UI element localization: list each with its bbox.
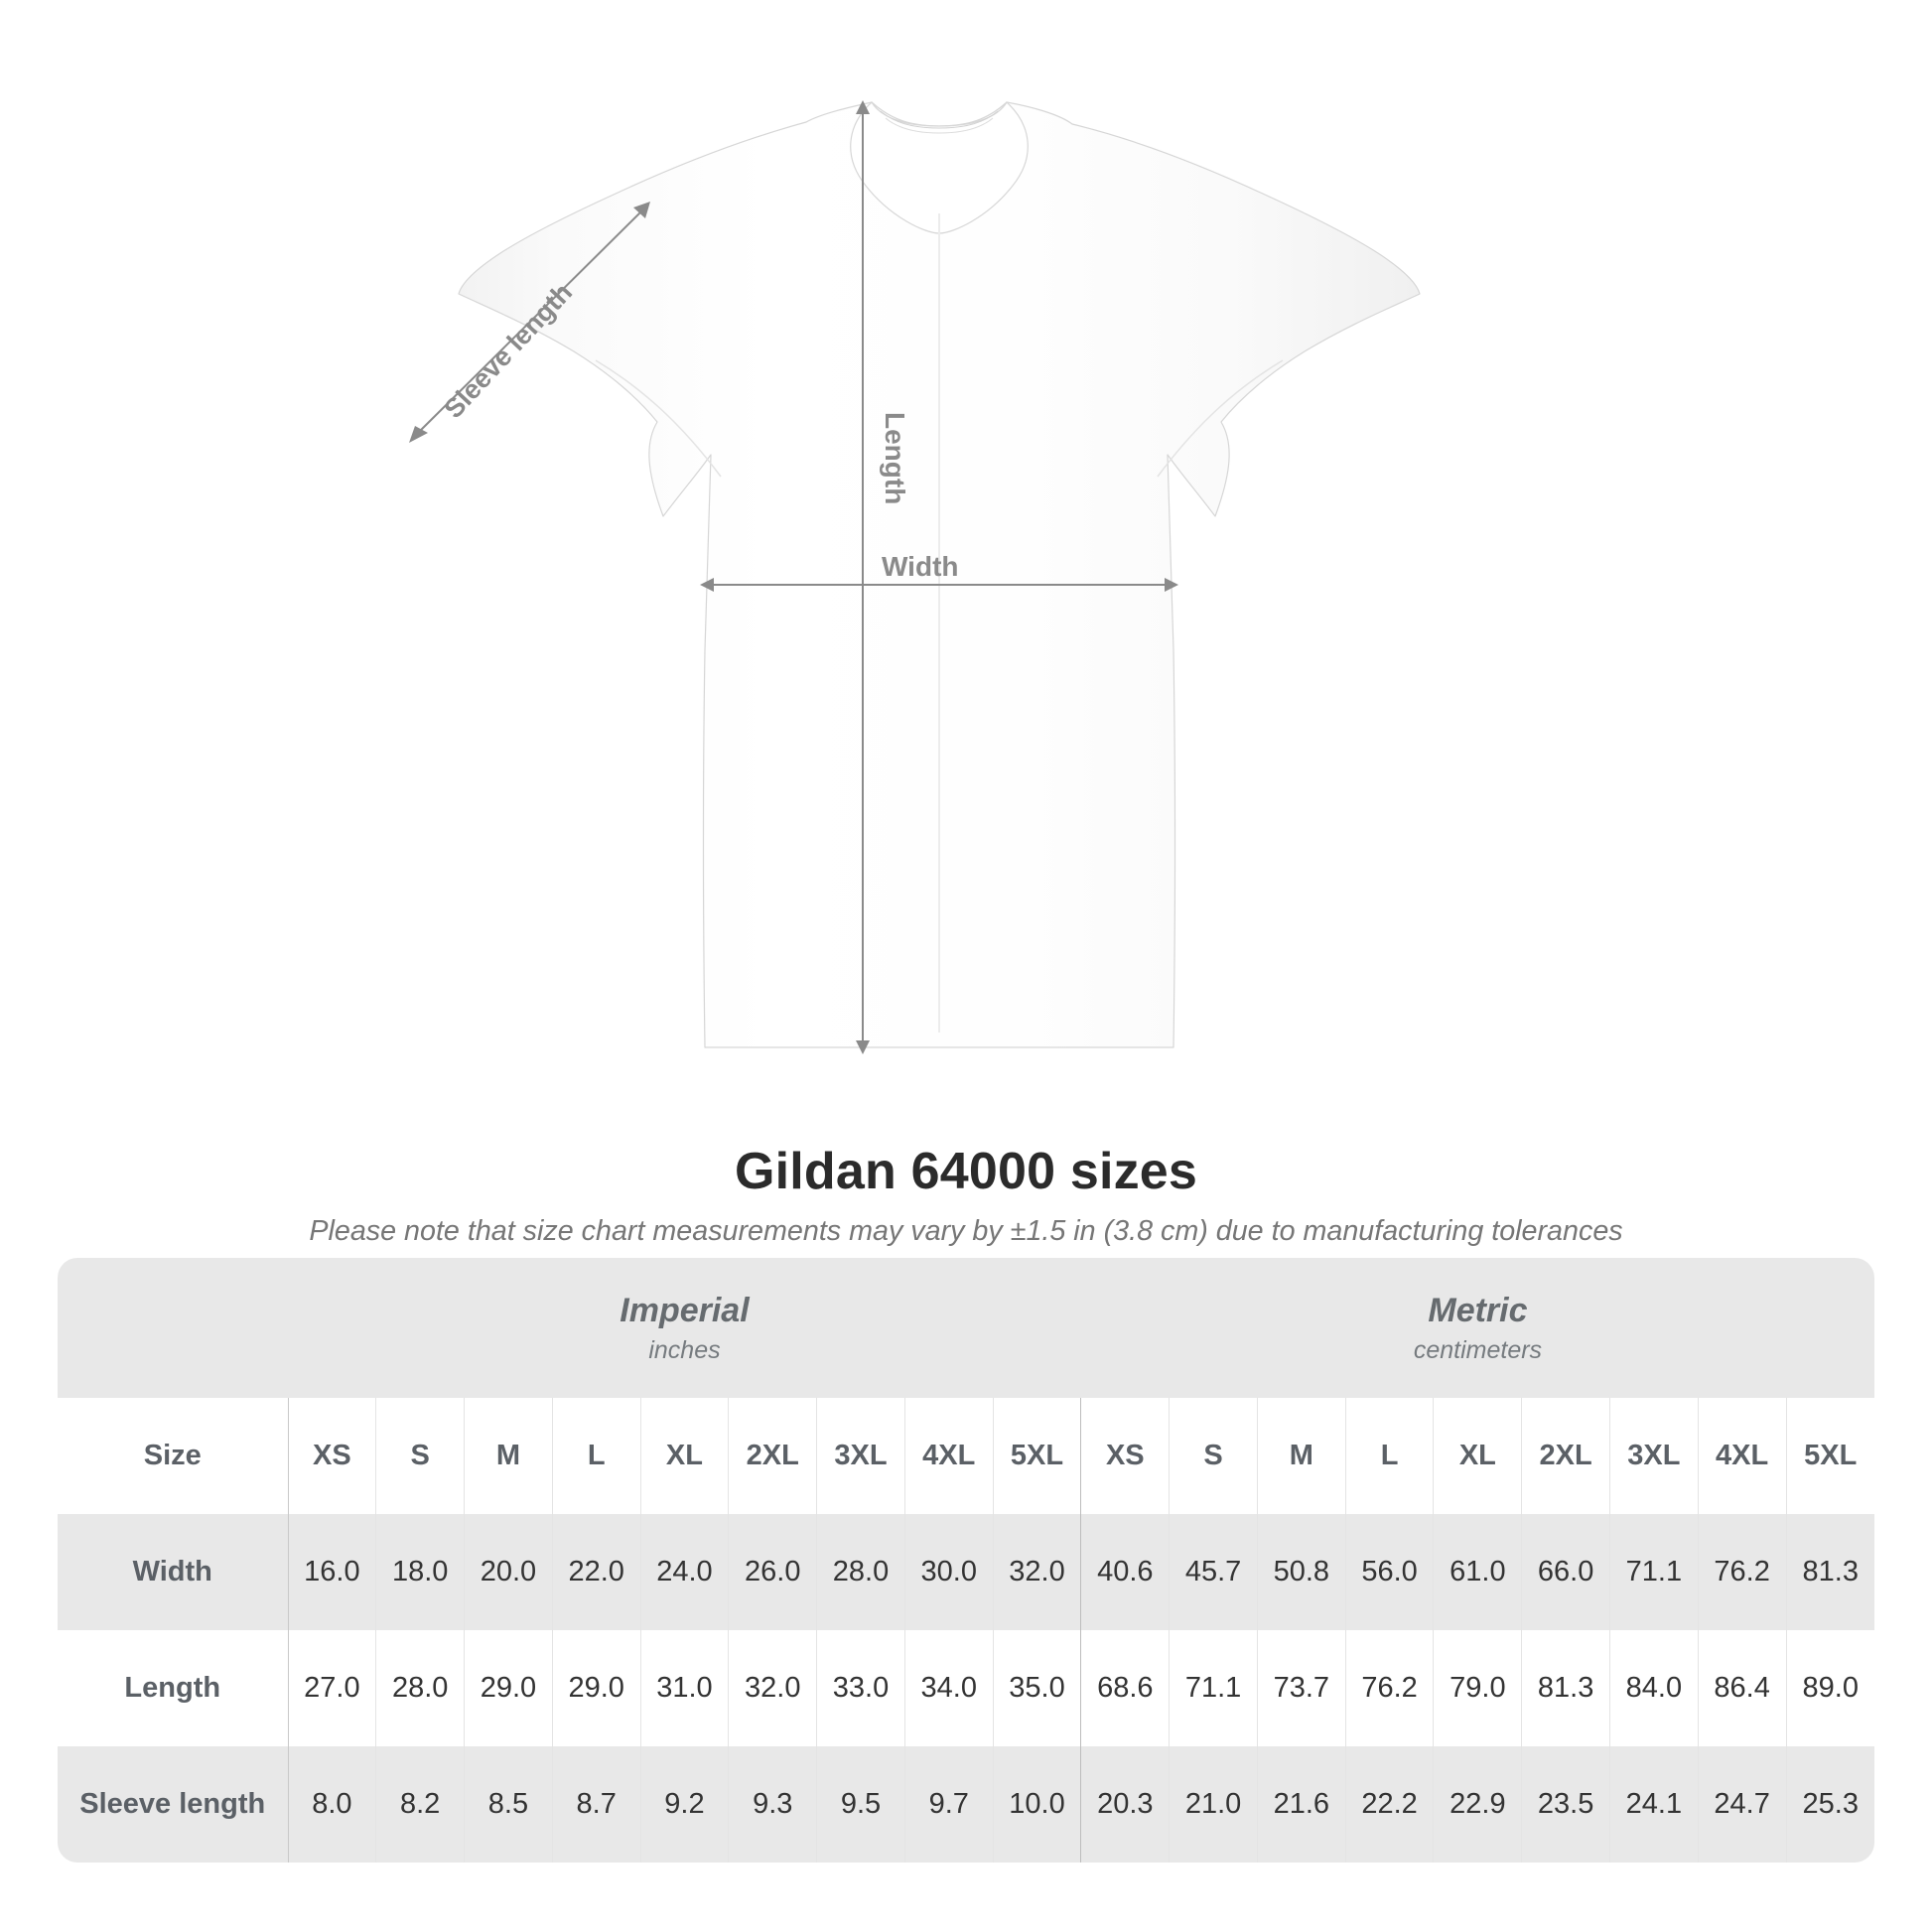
svg-text:Length: Length [880,412,910,504]
svg-text:Width: Width [882,551,959,582]
